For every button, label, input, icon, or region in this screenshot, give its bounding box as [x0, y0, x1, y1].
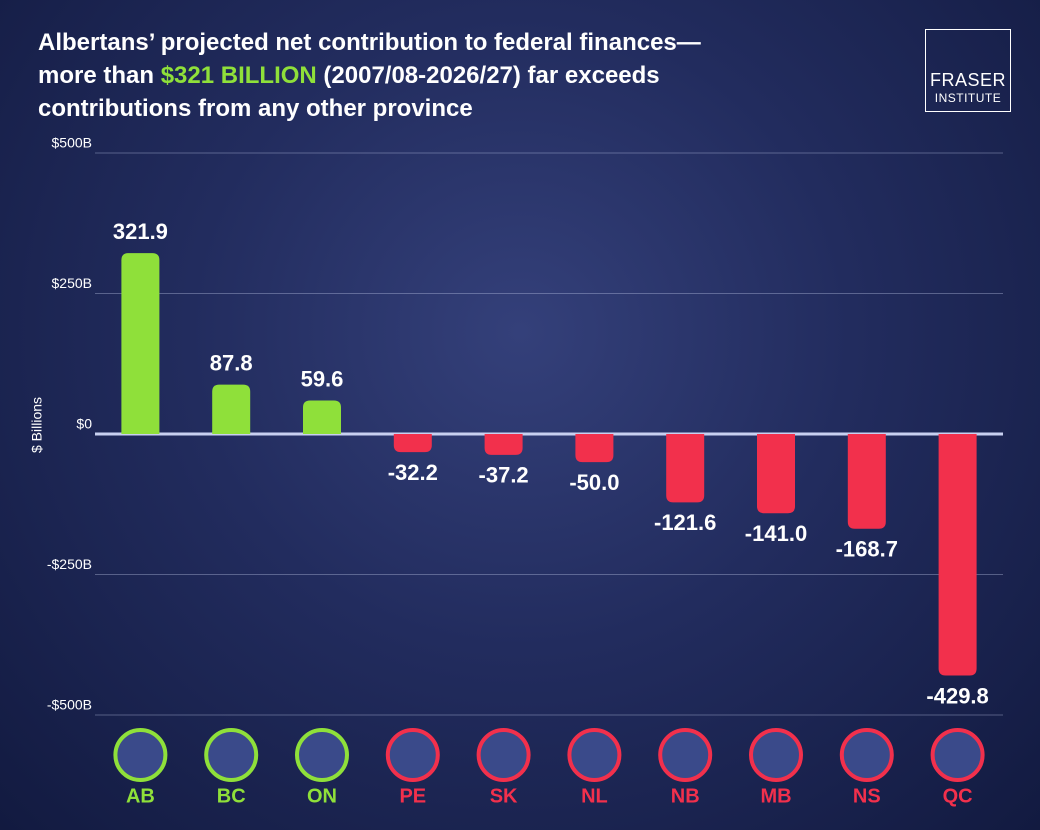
flag-icon	[839, 728, 894, 782]
value-label: -32.2	[388, 460, 438, 485]
x-tick-label: NB	[671, 785, 700, 807]
title-text: contributions from any other province	[38, 95, 473, 122]
bar	[938, 434, 977, 676]
x-tick-label: AB	[126, 785, 155, 807]
flag-icon	[295, 728, 349, 782]
bar	[847, 434, 886, 529]
value-label: -141.0	[745, 521, 807, 546]
bar	[484, 434, 523, 455]
title-text: Albertans’ projected net contribution to…	[38, 29, 701, 56]
value-label: -37.2	[479, 463, 529, 488]
logo: FRASER INSTITUTE	[925, 29, 1011, 112]
chart-title: Albertans’ projected net contribution to…	[38, 26, 858, 125]
value-label: -50.0	[569, 470, 619, 495]
flag-icon	[204, 728, 259, 782]
x-tick-label: MB	[760, 785, 791, 807]
value-label: 321.9	[113, 219, 168, 244]
logo-text: FRASER	[929, 70, 1006, 90]
value-label: 59.6	[301, 366, 344, 391]
x-tick-label: NS	[853, 785, 881, 807]
x-tick-label: ON	[307, 785, 337, 807]
flag-icon	[113, 728, 168, 782]
x-tick-label: PE	[399, 785, 426, 807]
title-text: (2007/08-2026/27) far exceeds	[316, 62, 660, 89]
y-axis-label: $ Billions	[29, 397, 45, 453]
y-tick-label: $0	[76, 416, 92, 432]
y-tick-label: $500B	[52, 135, 92, 151]
bar	[121, 253, 160, 434]
value-label: -168.7	[836, 537, 898, 562]
bar	[575, 434, 614, 463]
bar	[303, 400, 341, 434]
x-tick-label: BC	[217, 785, 246, 807]
bar	[757, 434, 795, 514]
value-label: -429.8	[926, 683, 988, 708]
y-tick-label: -$500B	[47, 697, 92, 713]
flag-icon	[476, 728, 531, 782]
value-label: -121.6	[654, 510, 716, 535]
logo-text: INSTITUTE	[934, 91, 1002, 105]
y-tick-label: $250B	[52, 275, 92, 291]
flag-icon	[930, 728, 985, 782]
value-label: 87.8	[210, 350, 253, 375]
title-text: more than	[38, 62, 161, 89]
flag-icon	[567, 728, 622, 782]
bar	[666, 434, 705, 503]
flag-icon	[658, 728, 713, 782]
flag-icon	[749, 728, 803, 782]
bar	[212, 384, 251, 434]
x-tick-label: SK	[490, 785, 518, 807]
flag-icon	[385, 728, 440, 782]
x-tick-label: QC	[943, 785, 973, 807]
y-tick-label: -$250B	[47, 556, 92, 572]
x-tick-label: NL	[581, 785, 608, 807]
title-highlight: $321 BILLION	[160, 62, 317, 89]
bar	[393, 434, 432, 453]
